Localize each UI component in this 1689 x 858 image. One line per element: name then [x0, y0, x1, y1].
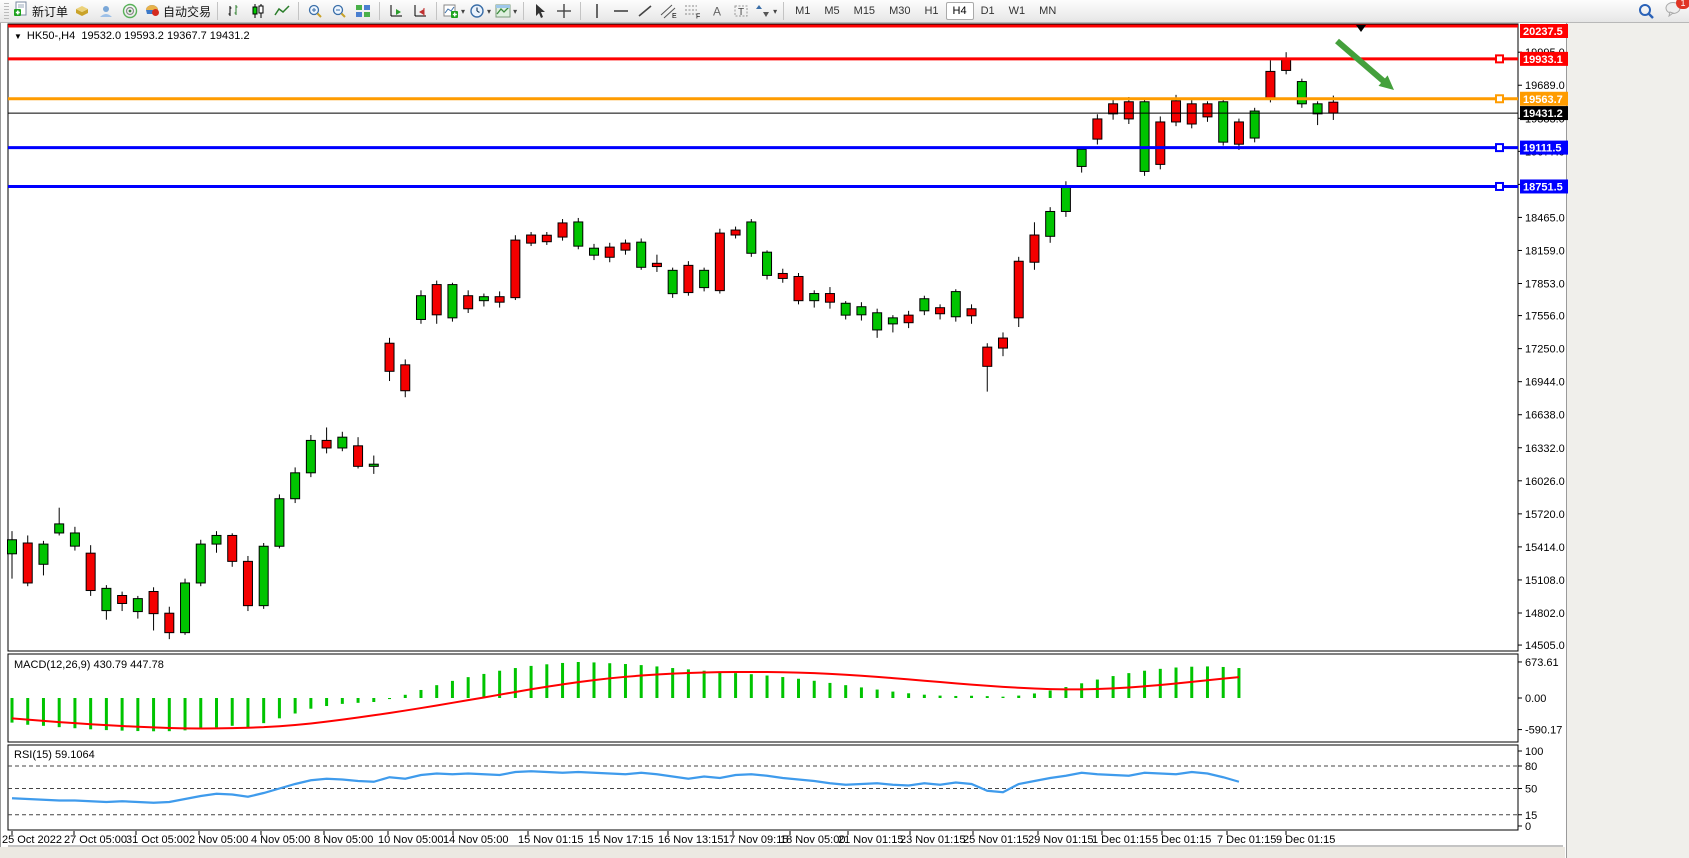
tile-windows-icon [356, 5, 371, 17]
chart-title: ▼ HK50-,H4 19532.0 19593.2 19367.7 19431.… [14, 30, 250, 42]
auto-scroll-icon [390, 5, 403, 17]
cursor-tool-button[interactable] [528, 1, 552, 21]
new-order-icon [13, 1, 29, 22]
crosshair-icon [557, 4, 572, 18]
svg-text:E: E [672, 13, 677, 19]
indicators-icon [443, 4, 459, 18]
svg-text:T: T [738, 7, 744, 18]
community-button[interactable] [94, 1, 118, 21]
search-icon[interactable] [1638, 3, 1655, 20]
text-label-icon: T [734, 5, 748, 18]
new-order-label: 新订单 [32, 4, 69, 19]
templates-dropdown[interactable]: ▾ [493, 1, 519, 21]
trendline-tool[interactable] [633, 1, 657, 21]
new-order-button[interactable]: 新订单 [11, 1, 70, 21]
autotrading-icon [144, 1, 160, 22]
toolbar-separator [217, 2, 219, 20]
trendline-icon [638, 5, 652, 17]
toolbar-separator [436, 2, 438, 20]
timeframe-button-M1[interactable]: M1 [795, 5, 811, 17]
timeframe-button-M5[interactable]: M5 [824, 5, 840, 17]
vertical-line-tool[interactable] [585, 1, 609, 21]
zoom-out-button[interactable] [327, 1, 351, 21]
toolbar-right-icons: 1 [1638, 0, 1689, 23]
periods-dropdown[interactable]: ▾ [467, 1, 493, 21]
chart-window: ▼ HK50-,H4 19532.0 19593.2 19367.7 19431.… [0, 23, 1567, 858]
tile-windows-button[interactable] [351, 1, 375, 21]
timeframe-button-W1[interactable]: W1 [1008, 5, 1026, 17]
autotrading-button[interactable]: 自动交易 [142, 1, 213, 21]
expander-icon[interactable]: ▼ [14, 32, 22, 41]
notifications-button[interactable]: 1 [1665, 0, 1689, 22]
macd-indicator-label: MACD(12,26,9) 430.79 447.78 [14, 659, 164, 671]
ohlc-values: 19532.0 19593.2 19367.7 19431.2 [81, 30, 250, 42]
arrow-shapes-icon [756, 5, 770, 17]
auto-scroll-button[interactable] [384, 1, 408, 21]
bar-chart-icon [228, 5, 238, 16]
chart-shift-icon [414, 5, 427, 17]
toolbar-separator [298, 2, 300, 20]
main-toolbar: 新订单 自动交易 [0, 0, 1689, 23]
horizontal-line-icon [614, 10, 629, 12]
metaeditor-button[interactable] [70, 1, 94, 21]
candlestick-icon [252, 4, 264, 18]
equidistant-channel-tool[interactable]: E [657, 1, 681, 21]
text-tool[interactable]: A [705, 1, 729, 21]
toolbar-separator [523, 2, 525, 20]
signals-button[interactable] [118, 1, 142, 21]
svg-text:A: A [713, 5, 721, 19]
text-label-tool[interactable]: T [729, 1, 753, 21]
indicators-dropdown[interactable]: ▾ [441, 1, 467, 21]
chevron-down-icon: ▾ [513, 6, 518, 16]
toolbar-separator [783, 2, 785, 20]
toolbar-grip [4, 3, 9, 19]
autotrading-label: 自动交易 [163, 4, 212, 19]
fibonacci-icon: F [685, 5, 700, 20]
timeframe-button-D1[interactable]: D1 [980, 5, 995, 17]
timeframe-button-M15[interactable]: M15 [853, 5, 876, 17]
zoom-in-button[interactable] [303, 1, 327, 21]
metaeditor-icon [76, 6, 89, 16]
user-cloud-icon [100, 6, 113, 17]
notification-badge: 1 [1676, 0, 1689, 9]
svg-text:F: F [696, 14, 700, 20]
channel-icon: E [660, 4, 677, 19]
text-icon: A [713, 5, 721, 19]
template-icon [495, 4, 511, 18]
chevron-down-icon: ▾ [773, 6, 778, 16]
chevron-down-icon: ▾ [461, 6, 466, 16]
rsi-indicator-label: RSI(15) 59.1064 [14, 749, 95, 761]
candlestick-button[interactable] [246, 1, 270, 21]
signal-icon [122, 3, 138, 19]
chart-shift-button[interactable] [408, 1, 432, 21]
timeframe-button-MN[interactable]: MN [1039, 5, 1057, 17]
line-chart-icon [274, 5, 290, 16]
toolbar-separator [580, 2, 582, 20]
zoom-out-icon [332, 4, 346, 18]
arrows-dropdown[interactable]: ▾ [753, 1, 779, 21]
fibonacci-tool[interactable]: F [681, 1, 705, 21]
symbol-period-label: HK50-,H4 [26, 30, 76, 42]
toolbar-separator [379, 2, 381, 20]
horizontal-line-tool[interactable] [609, 1, 633, 21]
clock-icon [470, 4, 484, 18]
vertical-line-icon [596, 4, 598, 18]
zoom-in-icon [308, 4, 322, 18]
bar-chart-button[interactable] [222, 1, 246, 21]
cursor-icon [536, 4, 546, 18]
crosshair-tool-button[interactable] [552, 1, 576, 21]
timeframe-button-M30[interactable]: M30 [889, 5, 911, 17]
timeframe-group: M1 M5 M15 M30 H1 H4 D1 W1 MN [788, 2, 1063, 20]
timeframe-button-H4[interactable]: H4 [945, 2, 974, 20]
timeframe-button-H1[interactable]: H1 [924, 5, 939, 17]
chevron-down-icon: ▾ [487, 6, 492, 16]
line-chart-button[interactable] [270, 1, 294, 21]
